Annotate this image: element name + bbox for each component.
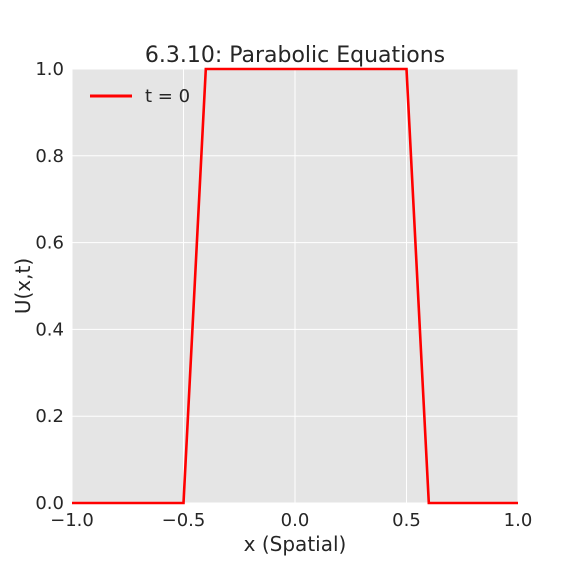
x-tick-label: −1.0 — [50, 510, 94, 531]
chart-title: 6.3.10: Parabolic Equations — [145, 43, 445, 68]
x-tick-label: 0.5 — [392, 510, 421, 531]
x-tick-labels: −1.0 −0.5 0.0 0.5 1.0 — [50, 510, 532, 531]
legend: t = 0 — [90, 86, 190, 107]
legend-label-t0: t = 0 — [145, 86, 190, 107]
y-tick-label: 0.8 — [35, 146, 64, 167]
y-axis-label: U(x,t) — [11, 258, 35, 314]
x-tick-label: 1.0 — [504, 510, 533, 531]
y-tick-label: 1.0 — [35, 59, 64, 80]
y-tick-label: 0.4 — [35, 319, 64, 340]
x-tick-label: −0.5 — [162, 510, 206, 531]
y-tick-labels: 0.0 0.2 0.4 0.6 0.8 1.0 — [35, 59, 64, 514]
x-axis-label: x (Spatial) — [244, 532, 347, 556]
y-tick-label: 0.0 — [35, 493, 64, 514]
y-tick-label: 0.6 — [35, 233, 64, 254]
series-lines — [72, 67, 518, 505]
y-tick-label: 0.2 — [35, 406, 64, 427]
series-line-0 — [72, 67, 518, 505]
x-tick-label: 0.0 — [281, 510, 310, 531]
